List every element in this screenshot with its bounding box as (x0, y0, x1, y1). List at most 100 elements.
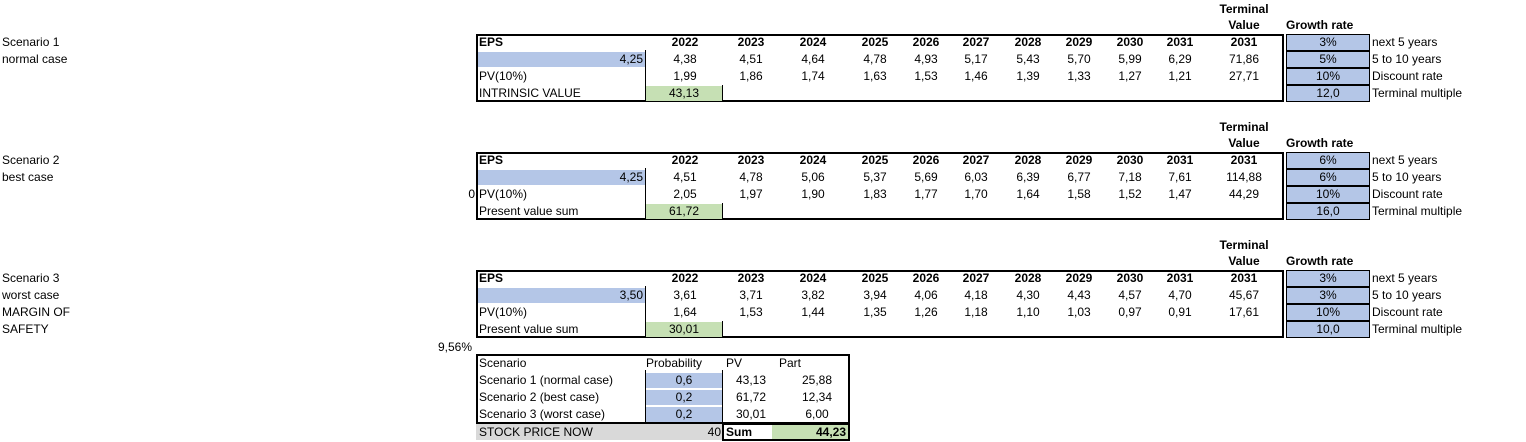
growth-rate-header: Growth rate (1286, 18, 1354, 32)
divider (722, 85, 723, 101)
terminal-year: 2031 (1230, 153, 1258, 167)
summary-probability-cell[interactable]: 0,2 (646, 390, 722, 405)
param-label: Discount rate (1372, 187, 1443, 201)
divider (645, 168, 646, 220)
summary-scenario-name: Scenario 2 (best case) (479, 390, 600, 404)
pv-value: 1,77 (914, 187, 938, 201)
summary-pv: 43,13 (735, 373, 767, 387)
param-input-cell[interactable]: 3% (1286, 34, 1370, 51)
year-header: 2024 (799, 271, 827, 285)
sum-label: Present value sum (479, 322, 579, 336)
terminal-eps: 45,67 (1228, 288, 1260, 302)
eps-projection: 4,78 (739, 170, 763, 184)
year-header: 2024 (799, 35, 827, 49)
year-header: 2030 (1116, 35, 1144, 49)
pv-value: 1,64 (1016, 187, 1040, 201)
year-header: 2031 (1166, 35, 1194, 49)
year-header: 2023 (737, 35, 765, 49)
year-header: 2026 (912, 271, 940, 285)
eps-projection: 6,77 (1067, 170, 1091, 184)
param-label: Discount rate (1372, 305, 1443, 319)
summary-probability-cell[interactable]: 0,2 (646, 407, 722, 422)
pv-value: 1,53 (914, 69, 938, 83)
pv-label: PV(10%) (479, 69, 528, 83)
param-label: next 5 years (1372, 35, 1438, 49)
summary-header-probability: Probability (646, 356, 703, 370)
param-input-cell[interactable]: 5% (1286, 51, 1370, 68)
eps-input-cell[interactable]: 4,25 (478, 52, 645, 67)
param-input-cell[interactable]: 10,0 (1286, 321, 1370, 338)
pv-value: 1,70 (964, 187, 988, 201)
summary-probability-cell[interactable]: 0,6 (646, 373, 722, 388)
param-input-cell[interactable]: 3% (1286, 287, 1370, 304)
param-label: Terminal multiple (1372, 86, 1463, 100)
divider (722, 370, 723, 424)
param-label: next 5 years (1372, 153, 1438, 167)
eps-projection: 6,39 (1016, 170, 1040, 184)
param-input-cell[interactable]: 10% (1286, 186, 1370, 203)
sum-value-cell: 43,13 (646, 86, 722, 101)
eps-projection: 4,64 (801, 52, 825, 66)
eps-projection: 4,43 (1067, 288, 1091, 302)
pv-value: 1,26 (914, 305, 938, 319)
sum-value-cell: 44,23 (772, 425, 848, 439)
pv-value: 1,10 (1016, 305, 1040, 319)
param-input-cell[interactable]: 6% (1286, 169, 1370, 186)
year-header: 2027 (962, 35, 990, 49)
param-input-cell[interactable]: 3% (1286, 270, 1370, 287)
divider (722, 203, 723, 219)
year-header: 2027 (962, 271, 990, 285)
eps-input-cell[interactable]: 3,50 (478, 288, 645, 303)
terminal-pv: 27,71 (1228, 69, 1260, 83)
terminal-pv: 44,29 (1228, 187, 1260, 201)
margin-of-safety-value: 9,56% (437, 340, 472, 354)
param-input-cell[interactable]: 16,0 (1286, 203, 1370, 220)
year-header: 2026 (912, 153, 940, 167)
summary-scenario-name: Scenario 3 (worst case) (479, 407, 606, 421)
year-header: 2022 (671, 35, 699, 49)
param-input-cell[interactable]: 10% (1286, 304, 1370, 321)
summary-header-pv: PV (726, 356, 743, 370)
scenario-table-border (476, 152, 1284, 220)
terminal-eps: 114,88 (1226, 170, 1262, 184)
eps-projection: 4,38 (673, 52, 697, 66)
pv-value: 1,86 (739, 69, 763, 83)
pv-value: 2,05 (673, 187, 697, 201)
pv-value: 1,33 (1067, 69, 1091, 83)
sum-label: Sum (726, 425, 753, 439)
param-label: 5 to 10 years (1372, 288, 1442, 302)
eps-projection: 3,71 (739, 288, 763, 302)
eps-projection: 4,57 (1118, 288, 1142, 302)
param-label: Discount rate (1372, 69, 1443, 83)
param-input-cell[interactable]: 12,0 (1286, 85, 1370, 102)
param-label: 5 to 10 years (1372, 52, 1442, 66)
eps-projection: 4,93 (914, 52, 938, 66)
eps-projection: 7,18 (1118, 170, 1142, 184)
eps-projection: 3,94 (863, 288, 887, 302)
pv-value: 1,39 (1016, 69, 1040, 83)
eps-projection: 4,51 (739, 52, 763, 66)
eps-projection: 4,78 (863, 52, 887, 66)
eps-projection: 6,29 (1168, 52, 1192, 66)
year-header: 2029 (1065, 153, 1093, 167)
pv-value: 1,74 (801, 69, 825, 83)
summary-pv: 30,01 (735, 407, 767, 421)
eps-projection: 6,03 (964, 170, 988, 184)
summary-part: 25,88 (801, 373, 833, 387)
year-header: 2023 (737, 153, 765, 167)
year-header: 2022 (671, 271, 699, 285)
year-header: 2028 (1014, 153, 1042, 167)
pv-value: 1,99 (673, 69, 697, 83)
eps-input-cell[interactable]: 4,25 (478, 170, 645, 185)
pv-value: 1,90 (801, 187, 825, 201)
scenario-title: Scenario 3 (2, 271, 60, 285)
terminal-header: Value (1228, 254, 1260, 268)
year-header: 2029 (1065, 271, 1093, 285)
terminal-eps: 71,86 (1228, 52, 1260, 66)
stock-price-value[interactable]: 40 (648, 424, 722, 440)
param-input-cell[interactable]: 6% (1286, 152, 1370, 169)
summary-header-part: Part (779, 356, 802, 370)
param-input-cell[interactable]: 10% (1286, 68, 1370, 85)
stock-price-label: STOCK PRICE NOW (476, 424, 648, 440)
eps-projection: 3,61 (673, 288, 697, 302)
